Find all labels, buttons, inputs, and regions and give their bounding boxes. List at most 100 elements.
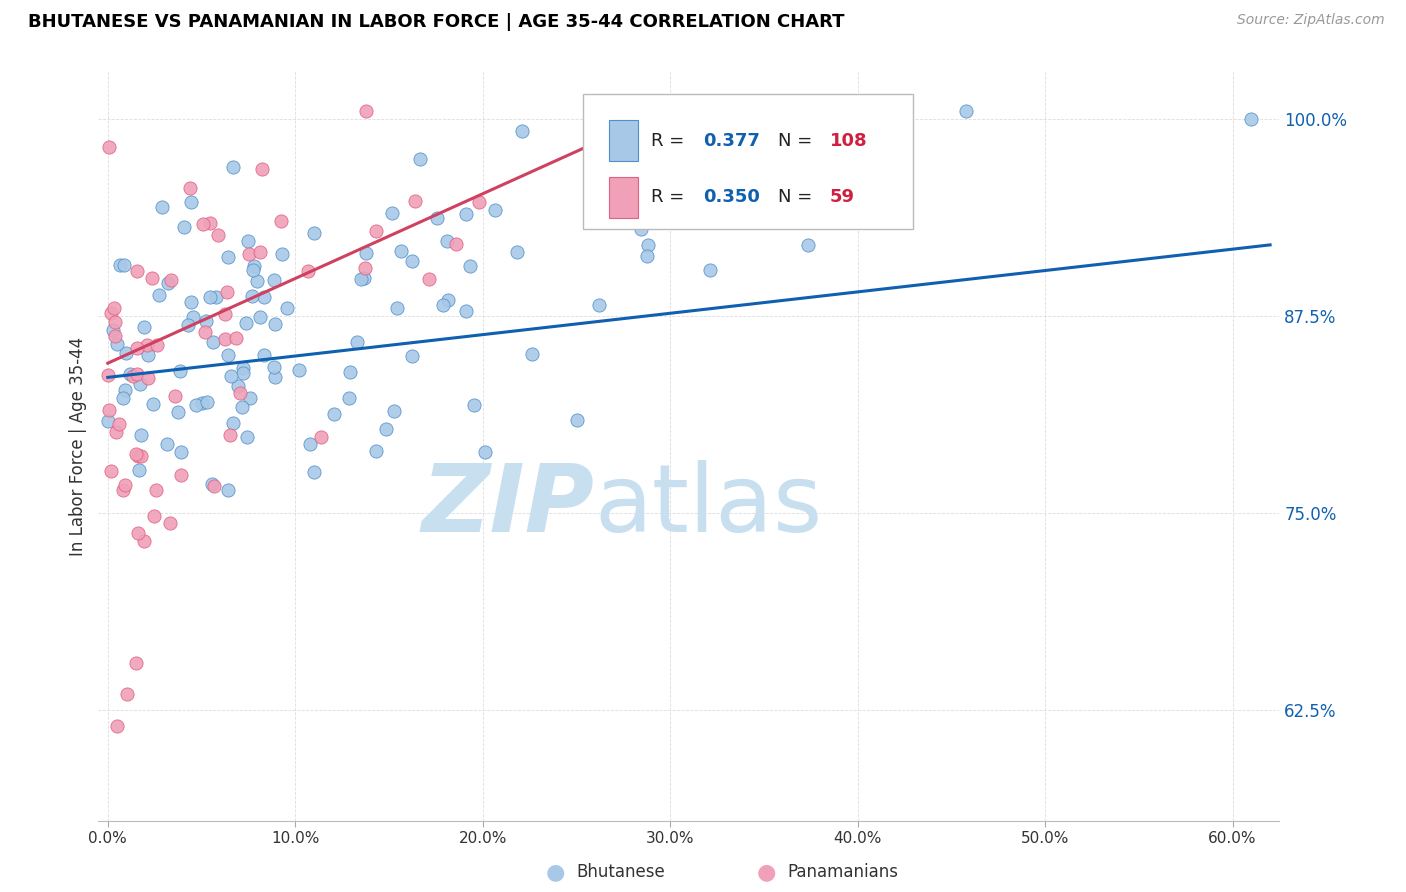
Point [112, 391, 135, 405]
FancyBboxPatch shape [582, 94, 914, 228]
Point [217, 348, 239, 362]
Point [270, 247, 292, 261]
Point [456, 304, 478, 318]
Point [104, 329, 127, 343]
Text: 108: 108 [830, 132, 868, 150]
Point [522, 346, 544, 360]
Point [107, 417, 129, 432]
Point [125, 447, 148, 461]
Text: ●: ● [546, 863, 565, 882]
Point [276, 301, 298, 316]
Text: ZIP: ZIP [422, 460, 595, 552]
Text: N =: N = [778, 188, 817, 206]
Point [180, 294, 202, 309]
Point [239, 391, 262, 405]
Point [103, 301, 125, 315]
Point [217, 285, 239, 299]
Point [354, 245, 377, 260]
Point [955, 103, 977, 118]
Point [125, 342, 148, 356]
Point [184, 398, 207, 412]
Point [238, 247, 260, 261]
Point [104, 315, 127, 329]
Point [134, 534, 156, 549]
Point [436, 234, 458, 248]
Text: atlas: atlas [595, 460, 823, 552]
Point [217, 483, 239, 498]
Point [444, 236, 467, 251]
Point [302, 465, 325, 479]
Point [302, 226, 325, 240]
Point [474, 445, 496, 459]
Point [201, 335, 224, 350]
Point [630, 222, 652, 236]
Point [191, 396, 214, 410]
Point [263, 370, 285, 384]
Point [636, 249, 658, 263]
Point [454, 206, 477, 220]
Point [382, 404, 405, 418]
Point [129, 449, 152, 463]
Point [270, 214, 292, 228]
Point [204, 290, 226, 304]
Point [200, 290, 222, 304]
Point [389, 244, 412, 259]
Point [240, 289, 263, 303]
Point [374, 421, 396, 435]
Point [200, 216, 222, 230]
Point [148, 287, 170, 301]
Point [366, 223, 388, 237]
Point [426, 211, 449, 226]
Point [249, 244, 271, 259]
Point [145, 483, 167, 498]
Point [401, 349, 423, 363]
Point [381, 205, 404, 219]
Point [323, 408, 346, 422]
Point [463, 398, 485, 412]
Point [207, 228, 229, 243]
Point [132, 319, 155, 334]
Point [699, 263, 721, 277]
Text: ●: ● [756, 863, 776, 882]
Point [136, 371, 159, 385]
FancyBboxPatch shape [609, 177, 638, 218]
Point [170, 468, 193, 483]
Point [242, 263, 264, 277]
Text: BHUTANESE VS PANAMANIAN IN LABOR FORCE | AGE 35-44 CORRELATION CHART: BHUTANESE VS PANAMANIAN IN LABOR FORCE |… [28, 13, 845, 31]
Text: R =: R = [651, 188, 690, 206]
Point [226, 379, 249, 393]
Point [177, 318, 200, 333]
Point [108, 258, 131, 272]
Point [165, 389, 187, 403]
Point [127, 526, 149, 541]
Point [167, 405, 190, 419]
Point [1240, 112, 1263, 126]
Point [219, 428, 242, 442]
Point [337, 392, 360, 406]
Text: Source: ZipAtlas.com: Source: ZipAtlas.com [1237, 13, 1385, 28]
Point [194, 314, 217, 328]
Point [142, 508, 165, 523]
Point [253, 290, 276, 304]
Point [141, 271, 163, 285]
Point [115, 688, 138, 702]
Point [222, 416, 245, 430]
Point [263, 273, 285, 287]
Point [173, 219, 195, 234]
Point [460, 259, 482, 273]
Point [232, 360, 254, 375]
Point [235, 316, 257, 330]
Point [565, 413, 588, 427]
Point [229, 385, 252, 400]
Text: R =: R = [651, 132, 690, 150]
Point [122, 369, 145, 384]
Point [194, 325, 217, 339]
Point [104, 425, 127, 440]
Point [159, 516, 181, 530]
Y-axis label: In Labor Force | Age 35-44: In Labor Force | Age 35-44 [69, 336, 87, 556]
Point [484, 202, 506, 217]
Point [114, 478, 136, 492]
Text: 59: 59 [830, 188, 855, 206]
Point [749, 152, 772, 166]
Point [339, 365, 361, 379]
